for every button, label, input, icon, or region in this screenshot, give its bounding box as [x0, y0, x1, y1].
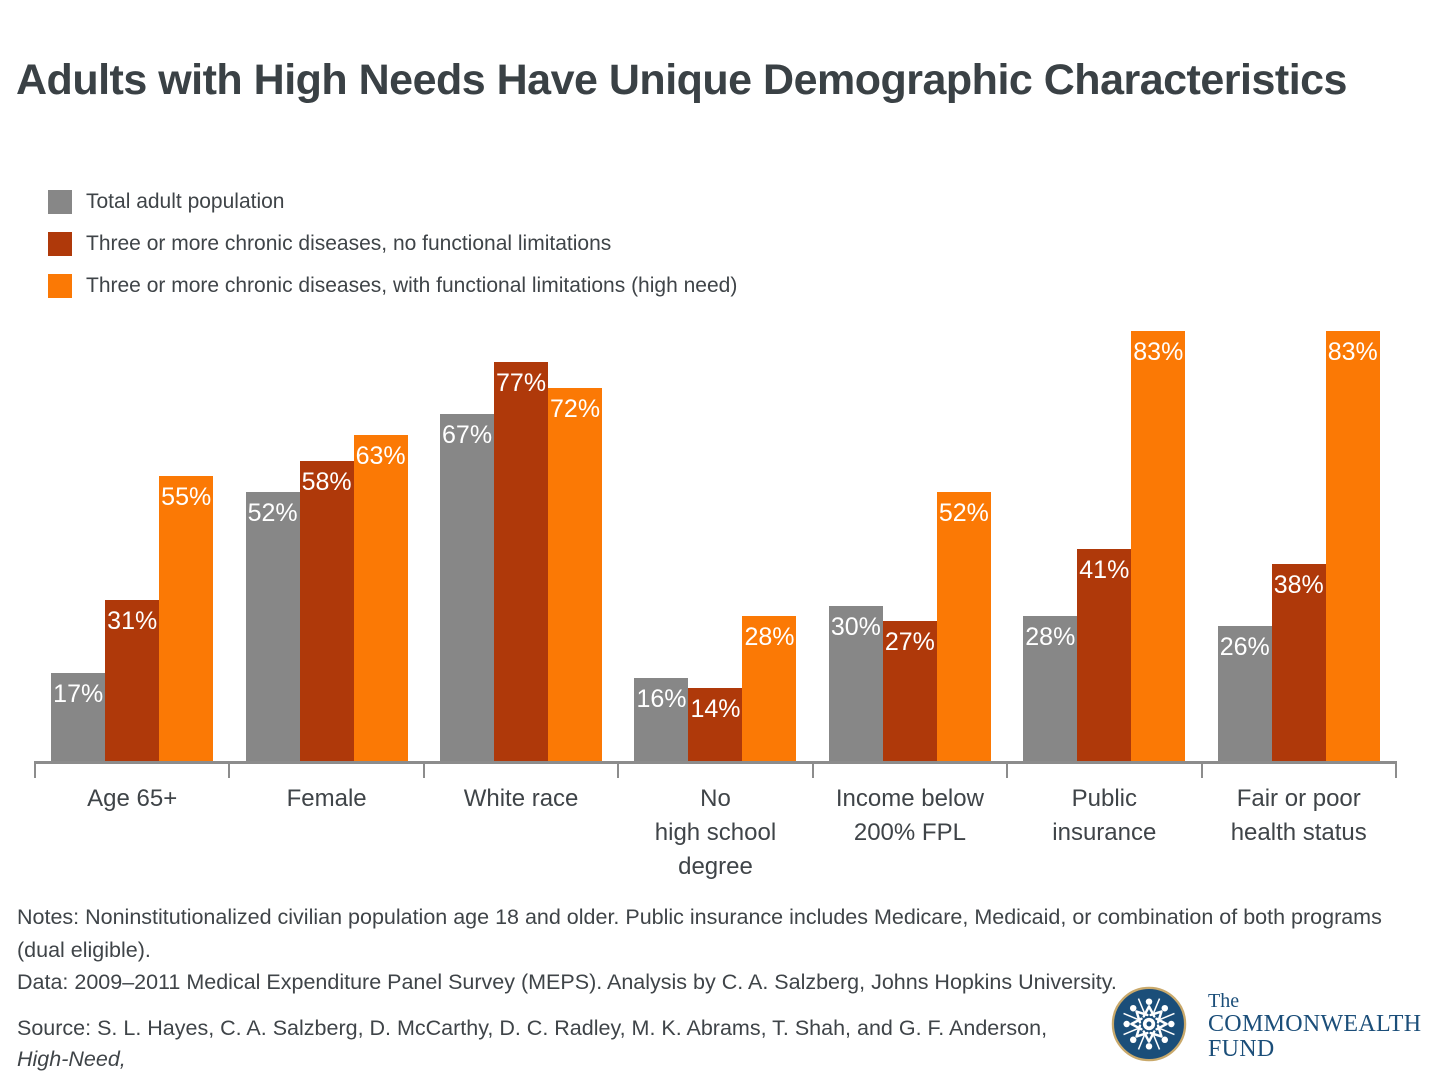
legend: Total adult population Three or more chr…: [48, 190, 737, 316]
bar-value-label: 52%: [938, 498, 989, 527]
commonwealth-fund-logo-text: The COMMONWEALTH FUND: [1208, 991, 1421, 1062]
chart-title: Adults with High Needs Have Unique Demog…: [16, 56, 1347, 104]
bar-series-0: 67%: [440, 413, 495, 761]
bar-series-1: 77%: [494, 362, 549, 761]
bar-value-label: 28%: [744, 622, 795, 651]
source-text: Source: S. L. Hayes, C. A. Salzberg, D. …: [17, 1013, 1077, 1080]
bar-value-label: 26%: [1219, 633, 1270, 662]
legend-item-total-adult-population: Total adult population: [48, 190, 737, 214]
legend-item-chronic-no-limitations: Three or more chronic diseases, no funct…: [48, 232, 737, 256]
bar-series-1: 38%: [1271, 564, 1326, 761]
bar-group: 67% 77% 72%: [424, 243, 618, 761]
bar-group: 28% 41% 83%: [1007, 243, 1201, 761]
bar-group: 26% 38% 83%: [1202, 243, 1396, 761]
x-axis-tick: [811, 761, 814, 778]
bar-value-label: 28%: [1025, 622, 1076, 651]
bar-group: 52% 58% 63%: [229, 243, 423, 761]
bar-value-label: 14%: [690, 695, 741, 724]
notes-text: Notes: Noninstitutionalized civilian pop…: [17, 901, 1427, 999]
x-axis-tick: [34, 761, 36, 778]
bar-series-0: 16%: [634, 678, 689, 761]
notes-line-1: Notes: Noninstitutionalized civilian pop…: [17, 905, 1382, 962]
x-axis-category-label: No high school degree: [654, 785, 777, 880]
legend-swatch-gray: [48, 190, 72, 214]
bar-value-label: 55%: [161, 483, 212, 512]
x-axis-category-label: Age 65+: [87, 785, 178, 812]
bar-value-label: 38%: [1273, 571, 1324, 600]
legend-swatch-orange: [48, 274, 72, 298]
x-axis-category-label: Fair or poor health status: [1230, 785, 1367, 846]
x-axis-tick: [422, 761, 425, 778]
bar-series-0: 28%: [1023, 615, 1078, 761]
x-axis-tick: [617, 761, 620, 778]
legend-label: Total adult population: [86, 190, 285, 213]
commonwealth-fund-logo: The COMMONWEALTH FUND: [1111, 986, 1431, 1066]
x-axis-tick: [1006, 761, 1009, 778]
bar-value-label: 30%: [830, 612, 881, 641]
logo-word-the: The: [1208, 990, 1240, 1012]
bar-value-label: 83%: [1133, 338, 1184, 367]
x-axis-category-label: Female: [286, 785, 367, 812]
x-axis-tick: [228, 761, 231, 778]
bar-series-2: 63%: [353, 434, 408, 761]
bar-series-2: 83%: [1325, 331, 1380, 761]
bar-series-0: 26%: [1217, 626, 1272, 761]
bar-value-label: 63%: [355, 441, 406, 470]
notes-line-2: Data: 2009–2011 Medical Expenditure Pane…: [17, 970, 1117, 994]
legend-label: Three or more chronic diseases, with fun…: [86, 274, 738, 297]
bar-series-1: 31%: [105, 600, 160, 761]
logo-word-commonwealth: COMMONWEALTH: [1208, 1011, 1422, 1037]
bar-series-1: 41%: [1077, 548, 1132, 761]
logo-word-fund: FUND: [1208, 1036, 1275, 1062]
x-axis-category-label: Income below 200% FPL: [835, 785, 984, 846]
x-axis-category-label: White race: [463, 785, 579, 812]
bar-value-label: 77%: [496, 369, 547, 398]
x-axis-tick: [1395, 761, 1397, 778]
bar-series-0: 30%: [828, 605, 883, 761]
legend-label: Three or more chronic diseases, no funct…: [86, 232, 612, 255]
bar-series-0: 52%: [245, 491, 300, 761]
bar-value-label: 27%: [884, 628, 935, 657]
bar-series-2: 28%: [742, 615, 797, 761]
bar-value-label: 31%: [107, 607, 158, 636]
bar-series-1: 14%: [688, 688, 743, 761]
source-line-2: High-Cost Patients: Who Are They and How…: [17, 1075, 1077, 1080]
bar-series-2: 55%: [159, 476, 214, 761]
x-axis-category-label: Public insurance: [1052, 785, 1157, 846]
x-axis-tick: [1200, 761, 1203, 778]
bar-value-label: 58%: [301, 467, 352, 496]
source-line-1: Source: S. L. Hayes, C. A. Salzberg, D. …: [17, 1016, 1048, 1071]
bar-series-2: 83%: [1131, 331, 1186, 761]
x-axis-labels: Age 65+ Female White race No high school de…: [35, 782, 1396, 884]
bar-value-label: 16%: [636, 685, 687, 714]
bar-series-1: 27%: [882, 621, 937, 761]
commonwealth-fund-logo-icon: [1111, 986, 1187, 1062]
bar-value-label: 72%: [550, 395, 601, 424]
bar-value-label: 52%: [247, 498, 298, 527]
bar-group: 30% 27% 52%: [813, 243, 1007, 761]
bar-value-label: 17%: [53, 679, 104, 708]
bar-group: 16% 14% 28%: [618, 243, 812, 761]
bar-value-label: 41%: [1079, 555, 1130, 584]
legend-item-chronic-with-limitations: Three or more chronic diseases, with fun…: [48, 274, 737, 298]
bar-series-1: 58%: [299, 460, 354, 761]
bar-series-0: 17%: [51, 672, 106, 761]
bar-group: 17% 31% 55%: [35, 243, 229, 761]
bar-series-2: 72%: [548, 388, 603, 761]
plot-area: 17% 31% 55% 52% 58% 63% 67% 77% 72% 16% 14% 28% 30% 2…: [34, 243, 1397, 778]
bar-value-label: 67%: [442, 420, 493, 449]
bar-series-2: 52%: [936, 491, 991, 761]
bar-value-label: 83%: [1327, 338, 1378, 367]
legend-swatch-rust: [48, 232, 72, 256]
